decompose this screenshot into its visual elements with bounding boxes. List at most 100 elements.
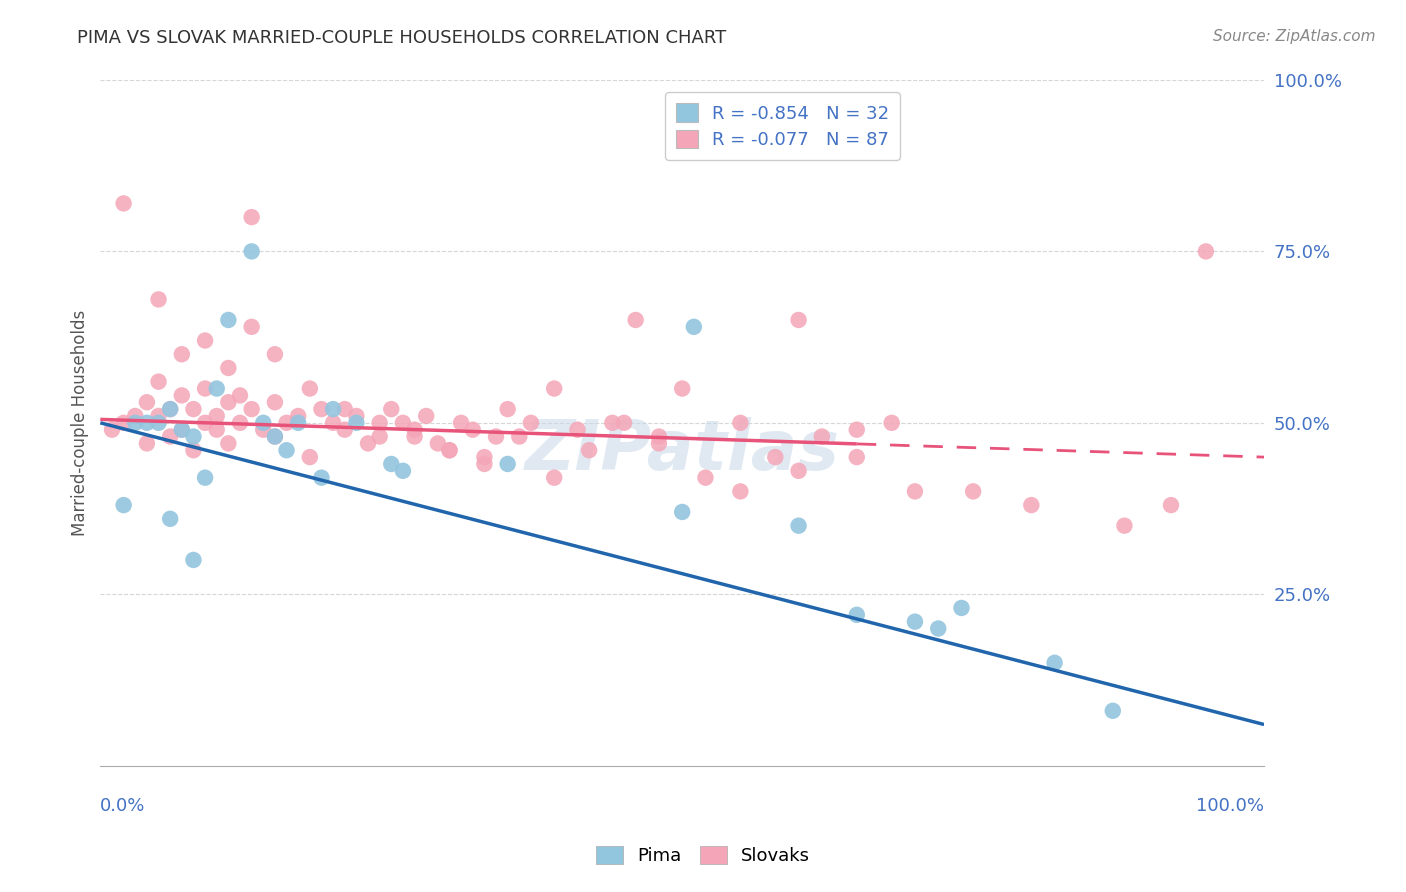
Point [543, 382, 565, 396]
Text: Source: ZipAtlas.com: Source: ZipAtlas.com [1212, 29, 1375, 45]
Point [695, 471, 717, 485]
Point [648, 436, 671, 450]
Point [671, 505, 693, 519]
Point [287, 416, 309, 430]
Point [229, 416, 252, 430]
Point [205, 409, 228, 423]
Point [148, 375, 170, 389]
Point [112, 416, 135, 430]
Point [170, 423, 193, 437]
Point [183, 429, 205, 443]
Point [240, 319, 263, 334]
Point [508, 429, 530, 443]
Point [474, 457, 496, 471]
Point [205, 382, 228, 396]
Point [1101, 704, 1123, 718]
Text: 100.0%: 100.0% [1197, 797, 1264, 814]
Y-axis label: Married-couple Households: Married-couple Households [72, 310, 89, 536]
Point [298, 450, 321, 464]
Point [485, 429, 508, 443]
Point [904, 484, 927, 499]
Point [298, 382, 321, 396]
Point [240, 210, 263, 224]
Point [730, 416, 752, 430]
Point [496, 402, 519, 417]
Point [1195, 244, 1218, 259]
Point [276, 443, 298, 458]
Point [148, 409, 170, 423]
Point [135, 395, 157, 409]
Point [671, 382, 693, 396]
Point [474, 450, 496, 464]
Point [404, 429, 426, 443]
Point [159, 512, 181, 526]
Point [333, 402, 356, 417]
Point [159, 402, 181, 417]
Point [880, 416, 903, 430]
Point [682, 319, 704, 334]
Point [962, 484, 984, 499]
Point [252, 416, 274, 430]
Point [648, 429, 671, 443]
Point [322, 402, 344, 417]
Point [287, 409, 309, 423]
Point [170, 347, 193, 361]
Point [380, 457, 402, 471]
Point [252, 423, 274, 437]
Point [194, 471, 217, 485]
Point [602, 416, 624, 430]
Point [357, 436, 380, 450]
Point [148, 416, 170, 430]
Point [613, 416, 636, 430]
Point [264, 429, 287, 443]
Point [194, 334, 217, 348]
Point [439, 443, 461, 458]
Point [194, 416, 217, 430]
Point [135, 416, 157, 430]
Point [311, 402, 333, 417]
Point [194, 382, 217, 396]
Point [148, 293, 170, 307]
Point [426, 436, 449, 450]
Point [380, 402, 402, 417]
Point [170, 388, 193, 402]
Point [461, 423, 484, 437]
Point [845, 450, 868, 464]
Point [1160, 498, 1182, 512]
Point [170, 423, 193, 437]
Point [730, 484, 752, 499]
Point [322, 416, 344, 430]
Point [217, 361, 239, 376]
Point [240, 244, 263, 259]
Point [763, 450, 786, 464]
Point [415, 409, 437, 423]
Legend: R = -0.854   N = 32, R = -0.077   N = 87: R = -0.854 N = 32, R = -0.077 N = 87 [665, 93, 900, 160]
Point [333, 423, 356, 437]
Point [217, 313, 239, 327]
Point [240, 402, 263, 417]
Point [159, 402, 181, 417]
Point [1043, 656, 1066, 670]
Point [567, 423, 589, 437]
Point [1114, 518, 1136, 533]
Point [112, 498, 135, 512]
Text: ZIPatlas: ZIPatlas [524, 417, 839, 483]
Point [927, 622, 949, 636]
Point [1021, 498, 1043, 512]
Point [135, 436, 157, 450]
Point [101, 423, 124, 437]
Point [368, 416, 391, 430]
Point [368, 429, 391, 443]
Point [450, 416, 472, 430]
Point [276, 416, 298, 430]
Point [344, 416, 367, 430]
Point [904, 615, 927, 629]
Point [624, 313, 647, 327]
Point [404, 423, 426, 437]
Point [787, 313, 810, 327]
Point [217, 436, 239, 450]
Point [543, 471, 565, 485]
Point [311, 471, 333, 485]
Text: 0.0%: 0.0% [100, 797, 146, 814]
Point [845, 607, 868, 622]
